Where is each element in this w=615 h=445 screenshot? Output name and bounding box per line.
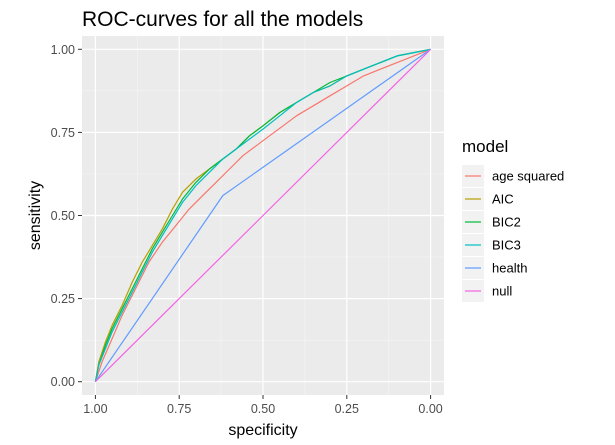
- chart-title: ROC-curves for all the models: [82, 8, 363, 31]
- legend-label-bic2: BIC2: [492, 215, 521, 230]
- legend-label-aic: AIC: [492, 192, 514, 207]
- series-line-health: [94, 48, 431, 383]
- x-axis: 1.00 0.75 0.50 0.25 0.00: [83, 395, 443, 416]
- y-tick-label: 0.75: [51, 126, 75, 140]
- y-axis: 0.00 0.25 0.50 0.75 1.00: [51, 43, 82, 389]
- legend-title: model: [462, 137, 508, 156]
- x-tick-label: 0.25: [335, 402, 359, 416]
- legend-label-bic3: BIC3: [492, 238, 521, 253]
- series-layer: [94, 48, 432, 383]
- legend-label-null: null: [492, 284, 512, 299]
- y-tick-label: 0.00: [51, 375, 75, 389]
- x-tick-label: 0.00: [418, 402, 442, 416]
- series-line-null: [94, 48, 432, 383]
- x-tick-label: 0.75: [167, 402, 191, 416]
- series-line-age-squared: [94, 48, 431, 382]
- legend-items: age squared AIC BIC2 BIC3 health null: [462, 165, 564, 302]
- series-line-bic3: [94, 48, 431, 382]
- y-tick-label: 0.50: [51, 209, 75, 223]
- y-tick-label: 0.25: [51, 292, 75, 306]
- legend: model age squared AIC BIC2 BIC3 health null: [462, 137, 564, 302]
- x-tick-label: 1.00: [83, 402, 107, 416]
- y-axis-label: sensitivity: [27, 181, 44, 250]
- legend-label-age-squared: age squared: [492, 169, 564, 184]
- x-axis-label: specificity: [228, 422, 297, 439]
- x-tick-label: 0.50: [251, 402, 275, 416]
- y-tick-label: 1.00: [51, 43, 75, 57]
- legend-label-health: health: [492, 261, 527, 276]
